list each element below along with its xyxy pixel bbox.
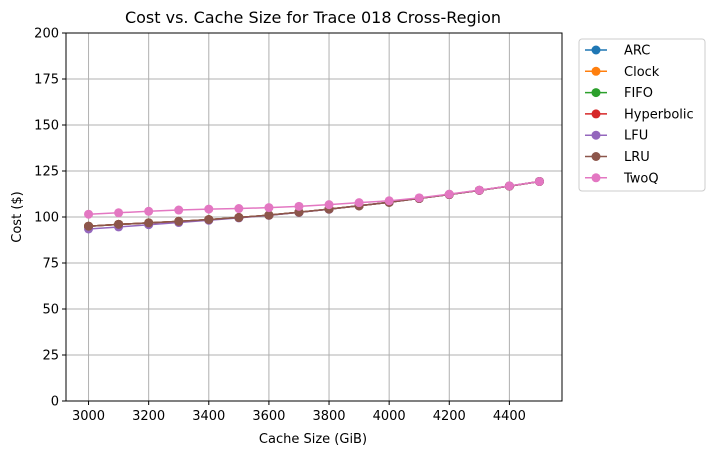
data-point	[204, 215, 214, 225]
data-point	[144, 218, 154, 228]
data-point	[264, 210, 274, 220]
y-axis-ticks: 0 25 50 75 100 125 150 175 200	[34, 27, 66, 410]
legend-item-twoq: TwoQ	[585, 171, 659, 186]
x-tick-label: 3600	[252, 409, 285, 424]
data-point	[294, 201, 304, 211]
data-point	[204, 204, 214, 214]
legend-label: TwoQ	[623, 171, 659, 186]
data-point	[474, 185, 484, 195]
series-line	[88, 180, 540, 215]
chart-title: Cost vs. Cache Size for Trace 018 Cross-…	[125, 8, 501, 27]
data-point	[534, 176, 544, 186]
legend-item-arc: ARC	[585, 44, 650, 59]
data-point	[174, 216, 184, 226]
x-tick-label: 3000	[72, 409, 105, 424]
data-point	[234, 204, 244, 214]
data-point	[324, 200, 334, 210]
legend-label: LRU	[624, 150, 650, 165]
legend-label: Hyperbolic	[624, 107, 694, 122]
y-tick-label: 75	[42, 257, 59, 272]
legend-item-clock: Clock	[585, 65, 660, 80]
legend-marker	[591, 88, 601, 98]
legend-label: Clock	[624, 65, 660, 80]
series-layer	[84, 176, 544, 234]
legend-label: LFU	[624, 129, 648, 144]
legend-marker	[591, 173, 601, 183]
x-axis-label: Cache Size (GiB)	[259, 432, 367, 447]
data-point	[114, 219, 124, 229]
data-point	[264, 203, 274, 213]
legend-marker	[591, 130, 601, 140]
legend-label: FIFO	[624, 86, 653, 101]
data-point	[174, 205, 184, 215]
y-tick-label: 200	[34, 27, 59, 42]
data-point	[414, 193, 424, 203]
legend-items: ARC Clock FIFO Hyperbolic LFU LRU TwoQ	[585, 44, 694, 186]
legend-marker	[591, 152, 601, 161]
data-point	[234, 213, 244, 223]
legend-marker	[591, 66, 601, 76]
legend-item-lfu: LFU	[585, 129, 648, 144]
x-axis-ticks: 3000 3200 3400 3600 3800 4000 4200 4400	[72, 401, 526, 424]
y-tick-label: 175	[34, 73, 59, 88]
series-twoq	[84, 176, 544, 219]
data-point	[354, 198, 364, 208]
legend-marker	[591, 45, 601, 55]
x-tick-label: 3200	[132, 409, 165, 424]
legend-item-fifo: FIFO	[585, 86, 653, 101]
data-point	[504, 181, 514, 191]
data-point	[144, 206, 154, 216]
legend-marker	[591, 109, 601, 119]
data-point	[444, 189, 454, 199]
legend-item-hyperbolic: Hyperbolic	[585, 107, 694, 122]
data-point	[384, 196, 394, 206]
y-tick-label: 0	[51, 395, 59, 410]
x-tick-label: 3400	[192, 409, 225, 424]
data-point	[84, 209, 94, 219]
data-point	[114, 208, 124, 218]
x-tick-label: 4400	[493, 409, 526, 424]
x-tick-label: 3800	[312, 409, 345, 424]
x-tick-label: 4000	[373, 409, 406, 424]
y-tick-label: 125	[34, 165, 59, 180]
y-axis-label: Cost ($)	[10, 191, 25, 242]
legend-item-lru: LRU	[585, 150, 650, 165]
data-point	[84, 221, 94, 231]
y-tick-label: 150	[34, 119, 59, 134]
legend: ARC Clock FIFO Hyperbolic LFU LRU TwoQ	[578, 38, 706, 192]
y-tick-label: 25	[42, 349, 59, 364]
x-tick-label: 4200	[433, 409, 466, 424]
y-tick-label: 50	[42, 303, 59, 318]
y-tick-label: 100	[34, 211, 59, 226]
legend-label: ARC	[624, 44, 650, 59]
legend-frame	[578, 38, 706, 192]
